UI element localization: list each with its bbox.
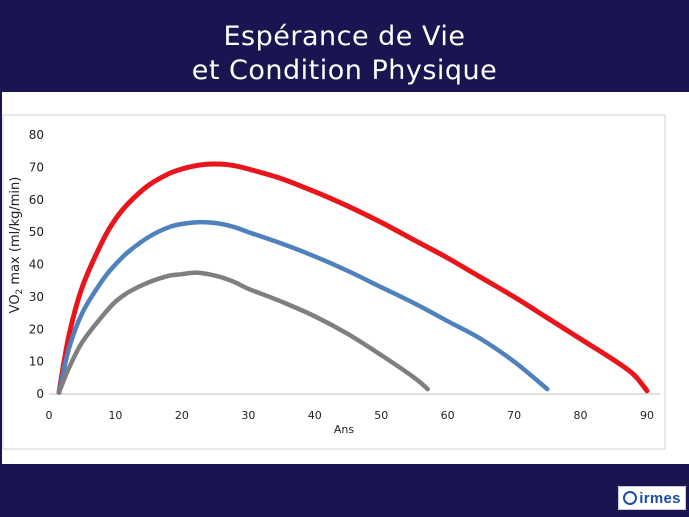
y-tick-labels: 0 10 20 30 40 50 60 70 80 (29, 128, 44, 401)
y-tick-label: 30 (29, 290, 44, 304)
slide-header: Espérance de Vie et Condition Physique (0, 0, 689, 92)
y-tick-label: 80 (29, 128, 44, 142)
y-tick-label: 20 (29, 322, 44, 336)
slide-title-line-2: et Condition Physique (191, 55, 498, 86)
x-tick-label: 60 (441, 409, 455, 422)
y-tick-label: 50 (29, 225, 44, 239)
x-tick-label: 80 (574, 409, 588, 422)
x-tick-label: 0 (46, 409, 53, 422)
x-tick-label: 70 (507, 409, 521, 422)
x-tick-label: 40 (308, 409, 322, 422)
logo-globe-icon (623, 491, 638, 505)
x-tick-labels: 0 10 20 30 40 50 60 70 80 90 (46, 409, 655, 422)
line-chart: 0 10 20 30 40 50 60 70 80 0 10 20 30 40 50 60 70 80 90 An… (2, 114, 666, 450)
series-line-1 (56, 161, 650, 395)
x-tick-label: 50 (374, 409, 388, 422)
series-layer (56, 161, 650, 395)
slide-title-line-1: Espérance de Vie (223, 21, 466, 52)
series-line-3 (56, 270, 430, 395)
panel-edge (0, 92, 2, 464)
y-tick-label: 60 (29, 193, 44, 207)
logo-text: irmes (639, 489, 681, 507)
plot-area-border (2, 114, 666, 450)
x-tick-label: 10 (108, 409, 122, 422)
series-line-2 (56, 219, 550, 395)
y-axis-title-prefix: VO (8, 294, 23, 313)
y-tick-label: 40 (29, 258, 44, 272)
chart-panel (0, 92, 689, 464)
x-tick-label: 90 (640, 409, 654, 422)
y-tick-label: 10 (29, 355, 44, 369)
slide-footer (0, 464, 689, 517)
y-axis-title: VO2 max (ml/kg/min) (8, 177, 25, 314)
x-axis-title: Ans (334, 423, 354, 436)
y-tick-label: 70 (29, 160, 44, 174)
irmes-logo: irmes (618, 486, 686, 510)
x-tick-label: 30 (241, 409, 255, 422)
y-tick-label: 0 (36, 387, 44, 401)
x-tick-label: 20 (175, 409, 189, 422)
y-axis-title-subscript: 2 (15, 289, 25, 295)
y-axis-title-suffix: max (ml/kg/min) (8, 177, 23, 289)
